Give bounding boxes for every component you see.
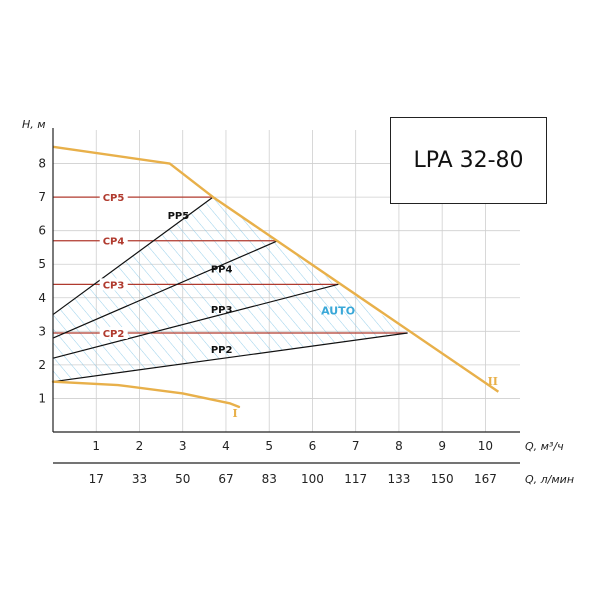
cp-label-bg-cp4 [99, 234, 128, 247]
x-tick-label-1: 1 [92, 439, 100, 453]
pp-line-pp4 [52, 240, 279, 339]
max-curve-label: II [488, 375, 498, 388]
cp-label-cp5: CP5 [103, 193, 125, 204]
x-tick-label-4: 4 [222, 439, 230, 453]
model-title: LPA 32-80 [413, 148, 524, 173]
y-tick-label-6: 6 [38, 224, 46, 238]
y-tick-label-8: 8 [38, 157, 46, 171]
pp-label-pp4: PP4 [211, 265, 233, 276]
auto-label: AUTO [321, 305, 355, 318]
min-curve-i [51, 380, 241, 409]
model-box: LPA 32-80 [390, 117, 547, 204]
x2-tick-label-1: 17 [89, 472, 104, 486]
y-tick-label-1: 1 [38, 391, 46, 405]
y-tick-label-2: 2 [38, 358, 46, 372]
max-curve-ii [52, 145, 500, 393]
pp-label-pp3: PP3 [211, 305, 233, 316]
x2-tick-label-7: 117 [344, 472, 367, 486]
pp-line-pp2 [52, 332, 408, 383]
cp-label-bg-cp3 [99, 278, 128, 291]
x2-tick-label-8: 133 [387, 472, 410, 486]
pp-label-pp2: PP2 [211, 345, 233, 356]
x-tick-label-7: 7 [352, 439, 360, 453]
x-axis-title: Q, м³/ч [525, 440, 564, 453]
x-tick-label-5: 5 [265, 439, 273, 453]
pp-label-pp5: PP5 [168, 211, 190, 222]
x2-tick-label-10: 167 [474, 472, 497, 486]
cp-label-bg-cp5 [99, 191, 128, 204]
min-curve-label: I [232, 407, 237, 420]
pp-line-pp5 [52, 196, 214, 316]
y-tick-label-3: 3 [38, 324, 46, 338]
y-axis-title: H, м [22, 118, 46, 131]
y-tick-label-7: 7 [38, 190, 46, 204]
x2-tick-label-5: 83 [262, 472, 277, 486]
x2-tick-label-9: 150 [431, 472, 454, 486]
cp-label-cp2: CP2 [103, 329, 125, 340]
x2-tick-label-4: 67 [218, 472, 233, 486]
max-min-curves [51, 145, 500, 409]
cp-label-cp4: CP4 [103, 237, 125, 248]
x-tick-label-3: 3 [179, 439, 187, 453]
x2-tick-label-6: 100 [301, 472, 324, 486]
x2-tick-label-2: 33 [132, 472, 147, 486]
x-tick-label-9: 9 [438, 439, 446, 453]
x2-tick-label-3: 50 [175, 472, 190, 486]
x2-axis-title: Q, л/мин [525, 473, 574, 486]
cp-label-bg-cp2 [99, 327, 128, 340]
x-tick-label-10: 10 [478, 439, 493, 453]
x-tick-label-8: 8 [395, 439, 403, 453]
x-tick-label-2: 2 [136, 439, 144, 453]
proportional-pressure-lines [52, 196, 408, 383]
y-tick-label-4: 4 [38, 291, 46, 305]
pp-line-pp3 [52, 283, 339, 359]
x-tick-label-6: 6 [309, 439, 317, 453]
y-tick-label-5: 5 [38, 257, 46, 271]
cp-label-cp3: CP3 [103, 280, 125, 291]
